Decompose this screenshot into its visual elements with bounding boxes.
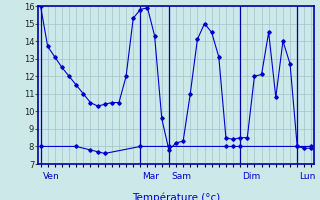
Text: Température (°c): Température (°c) (132, 192, 220, 200)
Text: Dim: Dim (242, 172, 260, 181)
Text: Ven: Ven (43, 172, 60, 181)
Text: Mar: Mar (142, 172, 159, 181)
Text: Lun: Lun (299, 172, 316, 181)
Text: Sam: Sam (171, 172, 191, 181)
